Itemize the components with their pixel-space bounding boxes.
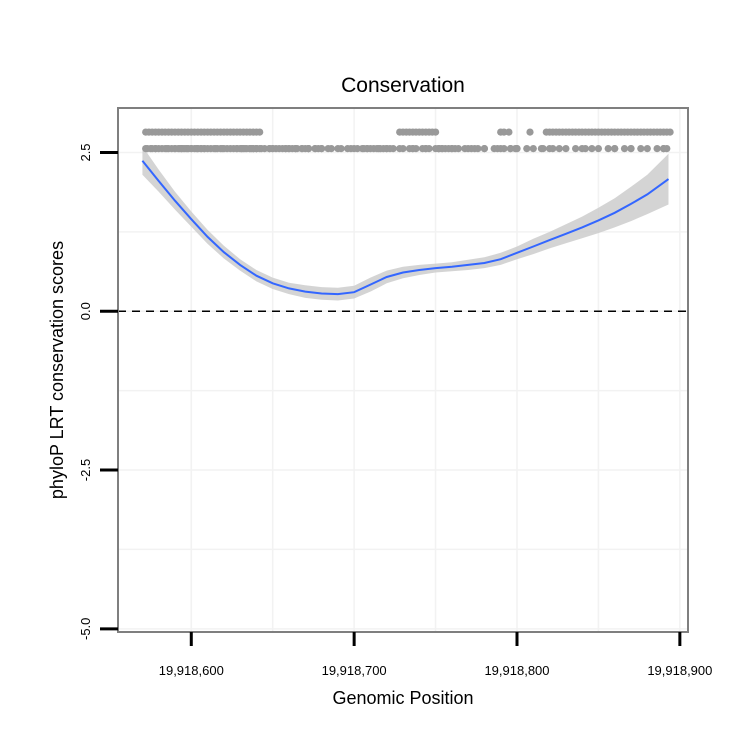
- data-point: [396, 145, 404, 153]
- data-point: [218, 145, 226, 153]
- data-point: [493, 145, 502, 153]
- data-point: [375, 145, 383, 153]
- data-point: [337, 145, 345, 153]
- confidence-band-group: [142, 146, 669, 301]
- data-point: [594, 145, 603, 153]
- data-point: [363, 145, 371, 153]
- data-point: [660, 145, 668, 153]
- data-point: [523, 145, 531, 153]
- data-point: [526, 128, 534, 136]
- data-point: [432, 128, 440, 136]
- data-point: [212, 145, 220, 153]
- panel-border: [117, 107, 689, 633]
- y-tick-label: -2.5: [78, 459, 93, 481]
- data-point: [627, 145, 635, 153]
- data-point: [247, 145, 256, 153]
- data-point: [653, 145, 661, 153]
- data-point: [291, 145, 300, 153]
- data-point: [454, 145, 462, 153]
- data-point: [327, 145, 335, 153]
- data-point: [511, 145, 519, 153]
- data-point: [197, 145, 205, 153]
- x-tick-label: 19,918,700: [322, 663, 387, 678]
- y-tick-label: -5.0: [78, 618, 93, 640]
- smooth-line-group: [141, 160, 670, 296]
- data-point: [445, 145, 453, 153]
- smooth-line: [141, 160, 670, 296]
- x-tick-label: 19,918,600: [159, 663, 224, 678]
- data-point: [282, 145, 290, 153]
- y-axis-title: phyloP LRT conservation scores: [47, 241, 67, 499]
- data-point: [409, 145, 417, 153]
- data-point: [637, 145, 645, 153]
- data-point: [275, 145, 283, 153]
- data-point: [643, 145, 651, 153]
- data-point: [529, 145, 537, 153]
- x-axis-title: Genomic Position: [332, 688, 473, 708]
- data-point: [298, 145, 306, 153]
- data-point: [461, 145, 469, 153]
- data-point: [537, 145, 546, 153]
- chart-title: Conservation: [341, 74, 465, 97]
- data-point: [422, 145, 430, 153]
- data-point: [161, 145, 169, 153]
- x-tick-label: 19,918,800: [484, 663, 549, 678]
- data-point: [238, 145, 246, 153]
- data-point: [500, 145, 508, 153]
- data-point: [353, 145, 361, 153]
- data-point: [581, 145, 590, 153]
- data-point: [588, 145, 596, 153]
- data-point: [474, 145, 482, 153]
- data-point: [549, 145, 557, 153]
- confidence-band: [142, 146, 669, 301]
- data-point: [176, 145, 184, 153]
- data-point: [344, 145, 352, 153]
- data-point: [438, 145, 446, 153]
- data-point: [611, 145, 619, 153]
- data-point: [505, 128, 513, 136]
- data-point: [572, 145, 580, 153]
- data-point: [467, 145, 475, 153]
- data-point: [604, 145, 612, 153]
- data-point: [620, 145, 629, 153]
- data-point: [304, 145, 313, 153]
- data-point: [168, 145, 176, 153]
- data-point: [256, 145, 264, 153]
- axes-group: 19,918,600 19,918,700 19,918,800 19,918,900…: [78, 143, 712, 678]
- data-point: [256, 128, 264, 136]
- data-point: [265, 145, 274, 153]
- y-tick-label: 0.0: [78, 302, 93, 320]
- data-point: [386, 145, 394, 153]
- data-point: [666, 128, 674, 136]
- data-point: [480, 145, 488, 153]
- y-tick-label: 2.5: [78, 143, 93, 161]
- data-points-group: [142, 128, 674, 153]
- data-point: [562, 145, 570, 153]
- data-point: [148, 145, 156, 153]
- data-point: [314, 145, 322, 153]
- data-point: [155, 145, 163, 153]
- x-tick-label: 19,918,900: [647, 663, 712, 678]
- data-point: [555, 145, 563, 153]
